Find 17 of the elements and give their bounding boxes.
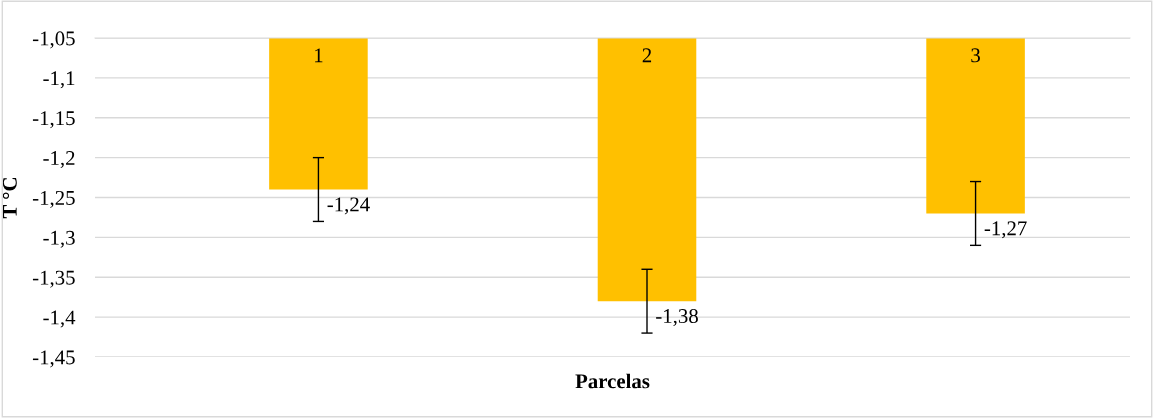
x-tick-label: 2 [642, 48, 652, 63]
y-tick-label: -1,4 [43, 310, 76, 328]
data-label: -1,27 [984, 221, 1027, 239]
y-tick-label: -1,45 [32, 350, 75, 368]
x-tick-label: 3 [971, 48, 980, 63]
y-tick-label: -1,35 [32, 270, 75, 288]
data-label: -1,24 [327, 197, 370, 215]
x-tick-label: 1 [315, 48, 323, 63]
y-tick-label: -1,05 [32, 31, 75, 49]
data-label: -1,38 [656, 309, 698, 327]
y-tick-label: -1,2 [43, 151, 75, 169]
y-axis-title: T °C [2, 178, 17, 219]
x-axis-title: Parcelas [575, 373, 650, 389]
y-tick-label: -1,3 [43, 230, 75, 248]
y-tick-label: -1,15 [32, 111, 75, 129]
y-tick-label: -1,1 [43, 71, 75, 89]
y-tick-label: -1,25 [32, 190, 75, 208]
